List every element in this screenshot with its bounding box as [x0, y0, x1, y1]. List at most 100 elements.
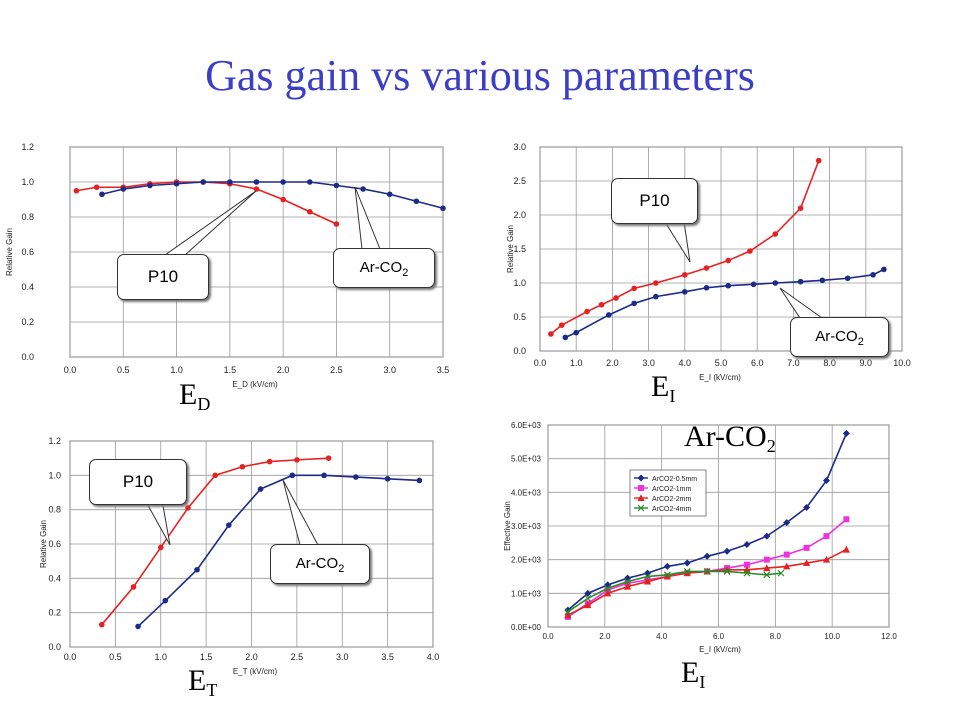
x-tick-label: 4.0	[656, 632, 668, 641]
label-arco2-main: Ar-CO	[684, 420, 767, 453]
data-point	[386, 191, 393, 198]
callout-tr-arco2: Ar-CO2	[790, 317, 889, 357]
label-et-main: E	[188, 664, 207, 697]
data-point	[440, 205, 446, 212]
x-tick-label: 2.5	[330, 365, 343, 375]
data-point	[306, 208, 313, 215]
y-tick-label: 2.0	[513, 210, 526, 220]
y-tick-label: 1.0	[21, 177, 34, 187]
x-tick-label: 2.0	[606, 358, 619, 368]
label-et: ET	[188, 664, 217, 701]
data-point	[703, 284, 710, 291]
data-point	[683, 559, 691, 567]
y-tick-label: 0.8	[48, 505, 61, 515]
x-tick-label: 2.5	[291, 652, 304, 662]
data-point	[743, 541, 751, 549]
x-tick-label: 9.0	[860, 358, 873, 368]
data-point	[73, 187, 80, 194]
x-tick-label: 3.5	[437, 365, 450, 375]
label-et-sub: T	[206, 680, 218, 700]
data-point	[384, 475, 391, 482]
legend-label: ArCO2-0.5mm	[652, 476, 697, 483]
data-point	[548, 331, 554, 337]
x-tick-label: 3.0	[336, 652, 349, 662]
data-point	[663, 562, 671, 570]
y-tick-label: 1.0	[48, 470, 61, 480]
y-tick-label: 3.0E+03	[511, 522, 542, 531]
data-point	[573, 329, 579, 336]
legend-marker	[637, 504, 645, 512]
x-tick-label: 1.0	[154, 652, 167, 662]
data-point	[743, 569, 751, 577]
data-point	[147, 182, 153, 189]
y-tick-label: 1.0	[513, 278, 526, 288]
data-point	[653, 280, 659, 286]
callout-tl-p10-text: P10	[147, 267, 179, 286]
x-tick-label: 1.0	[170, 365, 183, 375]
label-ed-main: E	[179, 378, 198, 411]
y-axis-title: Relative Gain	[506, 225, 515, 273]
callout-pointer-bl-p10	[144, 499, 171, 546]
label-ei2-main: E	[681, 656, 700, 689]
x-tick-label: 0.0	[64, 652, 77, 662]
data-point	[797, 278, 804, 285]
data-point	[598, 301, 605, 308]
data-point	[564, 606, 572, 614]
data-point	[253, 186, 260, 192]
y-tick-label: 0.2	[21, 317, 34, 327]
data-point	[162, 597, 169, 604]
data-point	[623, 582, 632, 590]
callout-bl-p10: P10	[89, 459, 187, 505]
legend-marker	[638, 485, 644, 491]
data-point	[562, 334, 569, 341]
data-point	[783, 519, 791, 527]
data-point	[212, 472, 218, 479]
y-axis-title: Effective Gain	[503, 501, 512, 551]
data-point	[584, 601, 592, 609]
data-point	[842, 429, 850, 437]
data-point	[819, 277, 826, 284]
data-point	[280, 179, 286, 185]
data-point	[416, 477, 423, 484]
data-point	[772, 231, 779, 237]
data-point	[604, 584, 612, 592]
callout-tl-arco2-sub: 2	[402, 267, 409, 279]
x-tick-label: 2.0	[277, 365, 290, 375]
data-point	[743, 561, 750, 568]
data-point	[870, 272, 876, 278]
data-point	[200, 179, 207, 185]
data-point	[683, 569, 691, 577]
series-line-1	[137, 474, 420, 627]
data-point	[624, 578, 631, 585]
data-point	[682, 289, 688, 295]
label-ed: ED	[179, 378, 210, 415]
data-point	[306, 179, 313, 185]
data-point	[763, 556, 770, 563]
x-tick-label: 1.5	[200, 652, 213, 662]
label-ei: EI	[651, 370, 675, 407]
y-tick-label: 6.0E+03	[511, 421, 542, 430]
data-point	[783, 562, 791, 570]
data-point	[802, 559, 811, 567]
y-tick-label: 2.5	[513, 176, 526, 186]
data-point	[413, 198, 420, 205]
x-tick-label: 6.0	[751, 358, 764, 368]
x-tick-label: 0.0	[534, 358, 547, 368]
data-point	[723, 568, 731, 575]
label-ei-sub: I	[669, 386, 676, 406]
y-tick-label: 0.0	[21, 352, 34, 362]
data-point	[353, 474, 359, 480]
data-point	[360, 186, 366, 192]
data-point	[803, 544, 810, 551]
y-tick-label: 0.5	[513, 312, 526, 322]
y-tick-label: 1.5	[513, 244, 526, 254]
data-point	[558, 322, 565, 328]
data-point	[777, 569, 785, 577]
label-ed-sub: D	[197, 394, 211, 414]
data-point	[564, 611, 572, 619]
x-tick-label: 0.5	[117, 365, 130, 375]
data-point	[266, 458, 273, 465]
y-tick-label: 0.2	[48, 608, 61, 618]
callout-bl-p10-text: P10	[122, 472, 154, 491]
data-point	[227, 179, 233, 185]
